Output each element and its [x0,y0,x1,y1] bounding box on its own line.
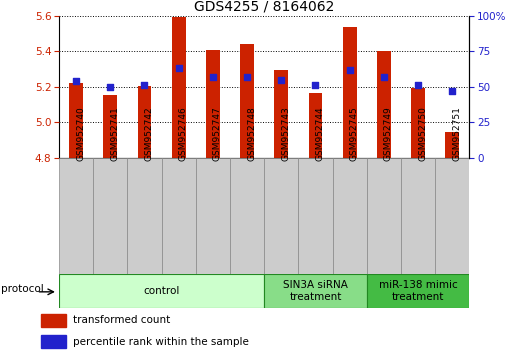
Point [106,84,114,90]
Text: transformed count: transformed count [73,315,170,325]
Text: GSM952750: GSM952750 [418,106,427,161]
Bar [196,158,230,274]
Bar [274,70,288,158]
Point [380,74,388,80]
Text: GSM952745: GSM952745 [350,106,359,161]
Bar [240,44,254,158]
Text: GSM952748: GSM952748 [247,106,256,161]
Bar [309,93,322,158]
Text: GSM952751: GSM952751 [452,106,461,161]
Bar [367,158,401,274]
Bar [206,50,220,158]
Bar [343,27,357,158]
Point [209,74,217,80]
Title: GDS4255 / 8164062: GDS4255 / 8164062 [194,0,334,13]
Bar [59,158,93,274]
Bar [435,158,469,274]
Text: control: control [144,286,180,296]
Bar [172,17,186,158]
Bar [230,158,264,274]
Text: GSM952747: GSM952747 [213,106,222,161]
Text: GSM952746: GSM952746 [179,106,188,161]
Bar [104,95,117,158]
Text: GSM952743: GSM952743 [281,106,290,161]
Point [72,78,80,84]
Bar [299,158,332,274]
Point [277,77,285,82]
Point [243,74,251,80]
Bar [41,314,66,327]
Bar [332,158,367,274]
Bar [367,274,469,308]
Point [346,67,354,73]
Bar [264,274,367,308]
Bar [41,335,66,348]
Bar [264,158,299,274]
Text: GSM952742: GSM952742 [145,107,153,161]
Text: GSM952741: GSM952741 [110,106,120,161]
Text: miR-138 mimic
treatment: miR-138 mimic treatment [379,280,458,302]
Text: GSM952740: GSM952740 [76,106,85,161]
Bar [401,158,435,274]
Text: protocol: protocol [1,285,44,295]
Bar [162,158,196,274]
Point [448,88,457,94]
Point [174,65,183,71]
Bar [59,274,264,308]
Bar [137,86,151,158]
Bar [411,88,425,158]
Text: GSM952749: GSM952749 [384,106,393,161]
Bar [445,132,459,158]
Text: percentile rank within the sample: percentile rank within the sample [73,337,249,347]
Point [141,82,149,88]
Text: GSM952744: GSM952744 [315,107,325,161]
Text: SIN3A siRNA
treatment: SIN3A siRNA treatment [283,280,348,302]
Bar [69,83,83,158]
Bar [127,158,162,274]
Bar [93,158,127,274]
Point [414,82,422,88]
Bar [377,51,391,158]
Point [311,82,320,88]
